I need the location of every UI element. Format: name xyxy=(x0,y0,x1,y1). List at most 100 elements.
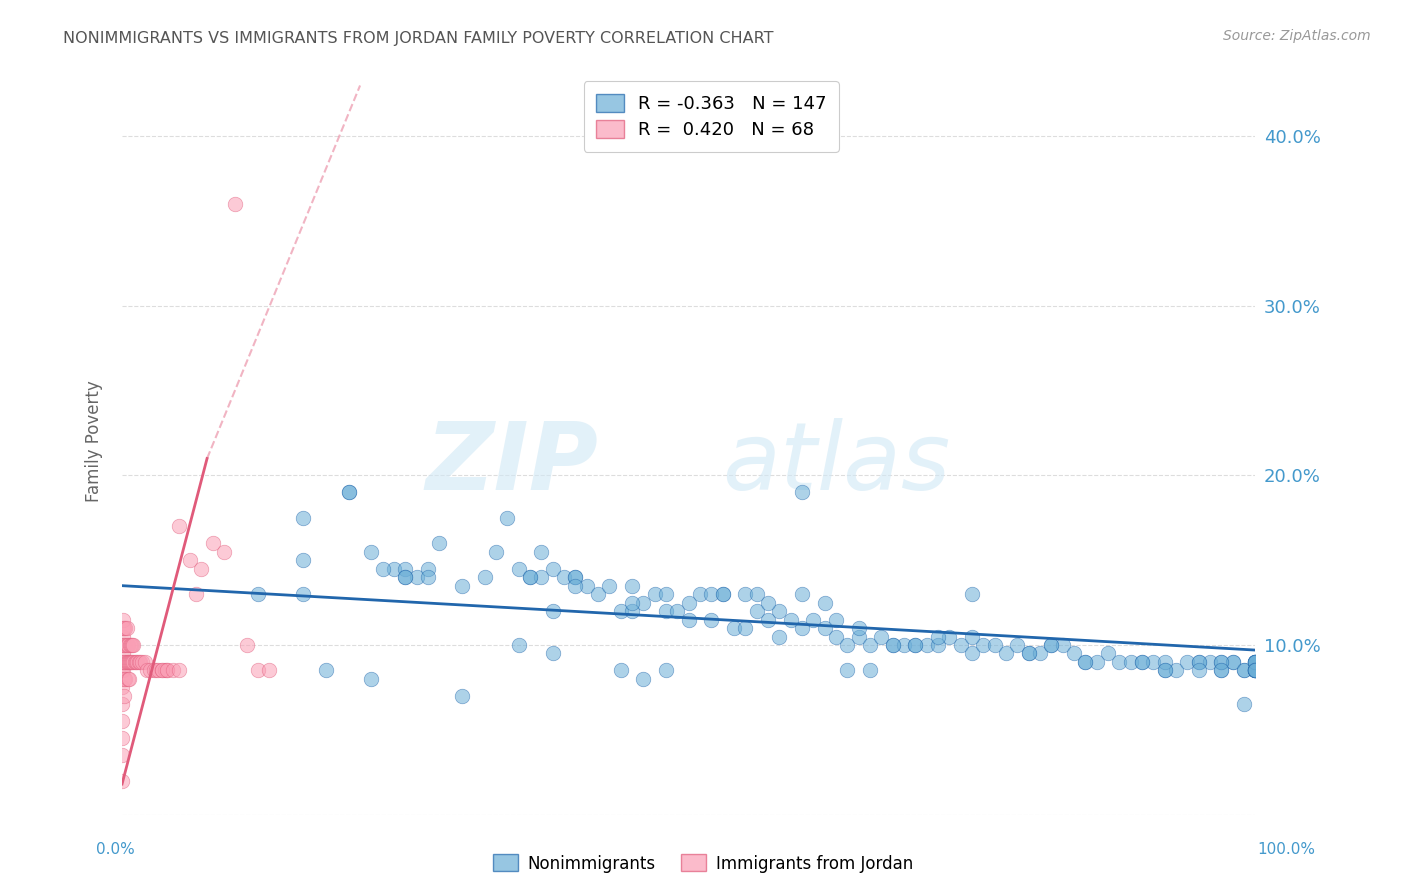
Point xyxy=(904,638,927,652)
Point xyxy=(655,664,678,678)
Point xyxy=(938,630,960,644)
Point xyxy=(1153,655,1175,669)
Point xyxy=(859,638,882,652)
Point xyxy=(814,621,837,635)
Point xyxy=(337,485,360,500)
Point xyxy=(128,655,150,669)
Point xyxy=(451,689,474,703)
Point xyxy=(429,536,451,550)
Point xyxy=(1177,655,1199,669)
Point xyxy=(927,638,949,652)
Point xyxy=(519,570,541,584)
Point xyxy=(112,655,135,669)
Point xyxy=(644,587,666,601)
Point xyxy=(112,638,135,652)
Point xyxy=(1211,664,1233,678)
Point xyxy=(598,579,620,593)
Point xyxy=(790,587,813,601)
Point xyxy=(360,545,382,559)
Point xyxy=(416,570,439,584)
Point xyxy=(1244,655,1267,669)
Point xyxy=(118,655,141,669)
Point xyxy=(1233,664,1256,678)
Point xyxy=(134,655,156,669)
Point xyxy=(111,698,134,712)
Point xyxy=(927,630,949,644)
Point xyxy=(1233,698,1256,712)
Point xyxy=(111,773,134,788)
Point xyxy=(145,664,167,678)
Text: NONIMMIGRANTS VS IMMIGRANTS FROM JORDAN FAMILY POVERTY CORRELATION CHART: NONIMMIGRANTS VS IMMIGRANTS FROM JORDAN … xyxy=(63,31,773,46)
Point xyxy=(689,587,711,601)
Point xyxy=(1244,664,1267,678)
Point xyxy=(1018,647,1040,661)
Point xyxy=(118,638,141,652)
Point xyxy=(519,570,541,584)
Point xyxy=(1244,664,1267,678)
Point xyxy=(117,672,139,686)
Point xyxy=(153,664,176,678)
Point xyxy=(371,562,394,576)
Point xyxy=(111,714,134,729)
Point xyxy=(541,604,564,618)
Point xyxy=(848,621,870,635)
Point xyxy=(1040,638,1063,652)
Point xyxy=(382,562,405,576)
Point xyxy=(1074,655,1097,669)
Point xyxy=(474,570,496,584)
Point xyxy=(633,672,655,686)
Point xyxy=(711,587,734,601)
Point xyxy=(114,621,136,635)
Point xyxy=(1244,664,1267,678)
Point xyxy=(150,664,173,678)
Point xyxy=(1244,664,1267,678)
Point xyxy=(124,655,146,669)
Point xyxy=(882,638,904,652)
Point xyxy=(394,562,416,576)
Point xyxy=(825,613,848,627)
Point xyxy=(508,562,530,576)
Legend: R = -0.363   N = 147, R =  0.420   N = 68: R = -0.363 N = 147, R = 0.420 N = 68 xyxy=(583,81,839,152)
Point xyxy=(162,664,184,678)
Text: 100.0%: 100.0% xyxy=(1257,842,1316,856)
Point xyxy=(114,638,136,652)
Text: atlas: atlas xyxy=(723,418,950,509)
Point xyxy=(115,638,138,652)
Point xyxy=(768,630,790,644)
Point xyxy=(893,638,915,652)
Point xyxy=(337,485,360,500)
Point xyxy=(112,621,135,635)
Point xyxy=(112,647,135,661)
Point xyxy=(960,587,983,601)
Point xyxy=(814,596,837,610)
Point xyxy=(114,672,136,686)
Point xyxy=(621,579,644,593)
Point xyxy=(575,579,598,593)
Point xyxy=(1018,647,1040,661)
Point xyxy=(1040,638,1063,652)
Point xyxy=(112,613,135,627)
Point xyxy=(1188,664,1211,678)
Point xyxy=(1211,655,1233,669)
Point xyxy=(112,638,135,652)
Point xyxy=(586,587,609,601)
Point xyxy=(112,621,135,635)
Text: ZIP: ZIP xyxy=(425,418,598,510)
Point xyxy=(235,638,257,652)
Point xyxy=(184,587,207,601)
Point xyxy=(1188,655,1211,669)
Point xyxy=(292,553,315,567)
Point xyxy=(139,664,162,678)
Point xyxy=(112,664,135,678)
Point xyxy=(1153,664,1175,678)
Point xyxy=(678,596,700,610)
Point xyxy=(315,664,337,678)
Point xyxy=(148,664,170,678)
Point xyxy=(114,655,136,669)
Point xyxy=(972,638,994,652)
Point xyxy=(825,630,848,644)
Point xyxy=(1233,664,1256,678)
Point xyxy=(136,664,159,678)
Point xyxy=(756,613,779,627)
Point xyxy=(1199,655,1222,669)
